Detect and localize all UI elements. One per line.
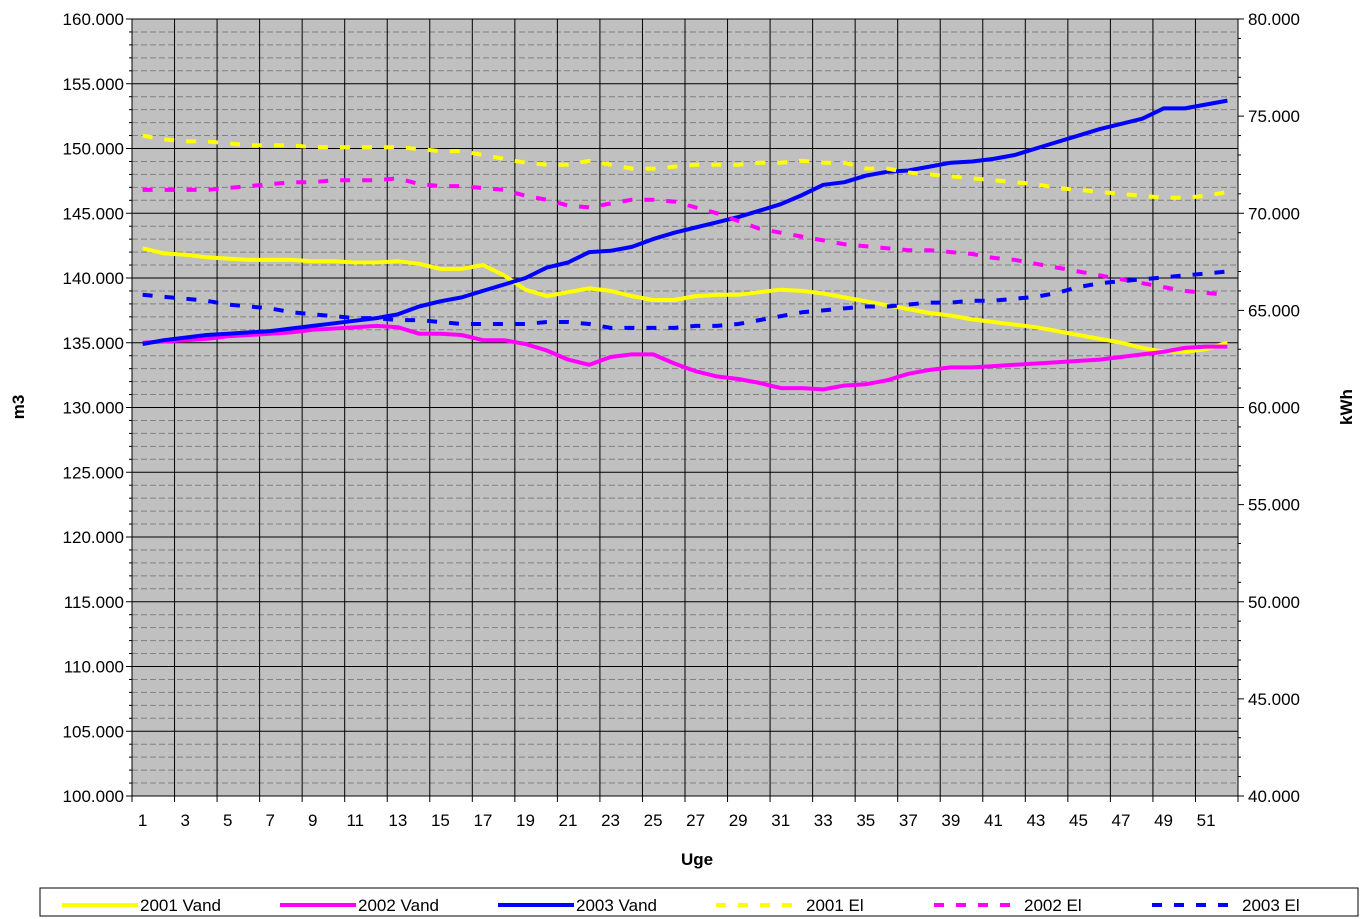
x-tick-label: 27 [686,811,705,830]
x-tick-label: 3 [180,811,189,830]
series-line-2003-el [142,269,1228,330]
y-right-tick-label: 40.000 [1248,787,1300,806]
legend-label: 2002 El [1024,896,1082,915]
legend-label: 2001 El [806,896,864,915]
y-right-tick-label: 70.000 [1248,204,1300,223]
x-tick-label: 13 [388,811,407,830]
x-tick-label: 5 [223,811,232,830]
series-line-2003-vand [142,98,1228,346]
x-tick-label: 7 [266,811,275,830]
legend-label: 2003 El [1242,896,1300,915]
legend-label: 2002 Vand [358,896,439,915]
x-tick-label: 41 [984,811,1003,830]
legend-label: 2003 Vand [576,896,657,915]
y-axis-left-title: m3 [9,395,28,420]
y-left-tick-label: 160.000 [63,10,124,29]
y-left-tick-label: 135.000 [63,334,124,353]
y-left-tick-label: 100.000 [63,787,124,806]
x-tick-label: 23 [601,811,620,830]
x-tick-label: 31 [771,811,790,830]
x-tick-label: 49 [1154,811,1173,830]
x-tick-label: 51 [1197,811,1216,830]
y-axis-right-title: kWh [1337,389,1356,425]
x-tick-label: 17 [473,811,492,830]
y-left-tick-label: 115.000 [64,593,124,612]
x-tick-label: 29 [729,811,748,830]
major-gridlines [132,19,1238,796]
y-left-tick-label: 110.000 [64,658,124,677]
x-tick-label: 19 [516,811,535,830]
y-right-tick-label: 45.000 [1248,690,1300,709]
axes-layer [126,18,1244,802]
x-tick-label: 47 [1112,811,1131,830]
x-tick-label: 9 [308,811,317,830]
x-tick-label: 11 [346,811,364,830]
x-axis-title: Uge [681,850,713,869]
y-right-tick-label: 75.000 [1248,107,1300,126]
y-left-tick-label: 105.000 [63,722,124,741]
x-tick-label: 39 [941,811,960,830]
x-tick-label: 35 [856,811,875,830]
y-right-tick-label: 55.000 [1248,496,1300,515]
y-right-tick-label: 80.000 [1248,10,1300,29]
y-left-tick-label: 120.000 [63,528,124,547]
y-left-tick-label: 150.000 [63,140,124,159]
y-right-tick-label: 65.000 [1248,301,1300,320]
x-tick-label: 43 [1026,811,1045,830]
y-left-tick-label: 130.000 [63,399,124,418]
legend-label: 2001 Vand [140,896,221,915]
y-left-tick-label: 145.000 [63,204,124,223]
x-tick-label: 37 [899,811,918,830]
series-line-2001-el [142,133,1228,200]
series-line-2002-vand [142,323,1228,392]
y-right-tick-label: 50.000 [1248,593,1300,612]
x-tick-label: 33 [814,811,833,830]
series-line-2001-vand [142,246,1228,354]
legend: 2001 Vand 2002 Vand 2003 Vand 2001 El 2002 E… [62,896,1300,915]
x-tick-label: 21 [559,811,578,830]
x-tick-label: 15 [431,811,450,830]
tick-labels: 100.000 105.000 110.000 115.000 120.000 125.0… [63,10,1300,830]
x-tick-label: 45 [1069,811,1088,830]
y-right-tick-label: 60.000 [1248,399,1300,418]
series-line-2002-el [142,176,1228,297]
x-tick-label: 25 [644,811,663,830]
y-left-tick-label: 140.000 [63,269,124,288]
series-layer [142,98,1228,392]
y-left-tick-label: 155.000 [63,75,124,94]
legend-box [39,887,1359,917]
y-left-tick-label: 125.000 [63,463,124,482]
x-tick-label: 1 [138,811,147,830]
